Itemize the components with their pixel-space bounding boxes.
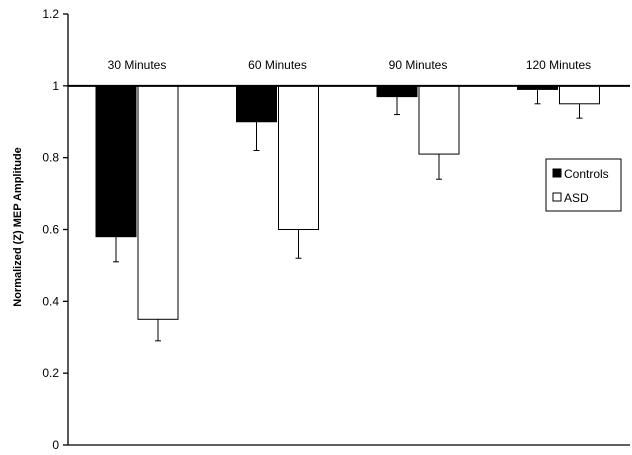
bar-asd-1	[137, 85, 179, 320]
legend-label-controls: Controls	[564, 167, 609, 181]
legend: Controls ASD	[545, 158, 622, 212]
category-label: 30 Minutes	[108, 58, 167, 72]
bar-controls-1	[95, 85, 137, 238]
category-label: 60 Minutes	[248, 58, 307, 72]
bar-asd-4	[559, 85, 600, 105]
category-labels: 30 Minutes 60 Minutes 90 Minutes 120 Minute…	[108, 58, 592, 72]
category-label: 90 Minutes	[389, 58, 448, 72]
y-tick-label: 0.8	[42, 151, 59, 165]
legend-swatch-controls	[552, 168, 562, 178]
legend-swatch-asd	[552, 192, 562, 202]
bar-series	[95, 85, 600, 320]
bar-controls-2	[236, 85, 277, 123]
y-tick-label: 1.2	[42, 7, 59, 21]
y-tick-label: 1	[52, 79, 59, 93]
legend-box	[545, 158, 622, 212]
y-tick-label: 0	[52, 438, 59, 452]
y-axis-ticks: 0 0.2 0.4 0.6 0.8 1 1.2	[42, 7, 68, 452]
bar-asd-2	[278, 85, 319, 231]
y-tick-label: 0.6	[42, 223, 59, 237]
bar-controls-3	[376, 85, 418, 98]
error-bars	[113, 89, 583, 342]
y-tick-label: 0.4	[42, 294, 59, 308]
y-axis-title: Normalized (Z) MEP Amplitude	[12, 147, 24, 307]
category-label: 120 Minutes	[526, 58, 591, 72]
bar-asd-3	[418, 85, 460, 155]
y-tick-label: 0.2	[42, 366, 59, 380]
legend-label-asd: ASD	[564, 191, 589, 205]
